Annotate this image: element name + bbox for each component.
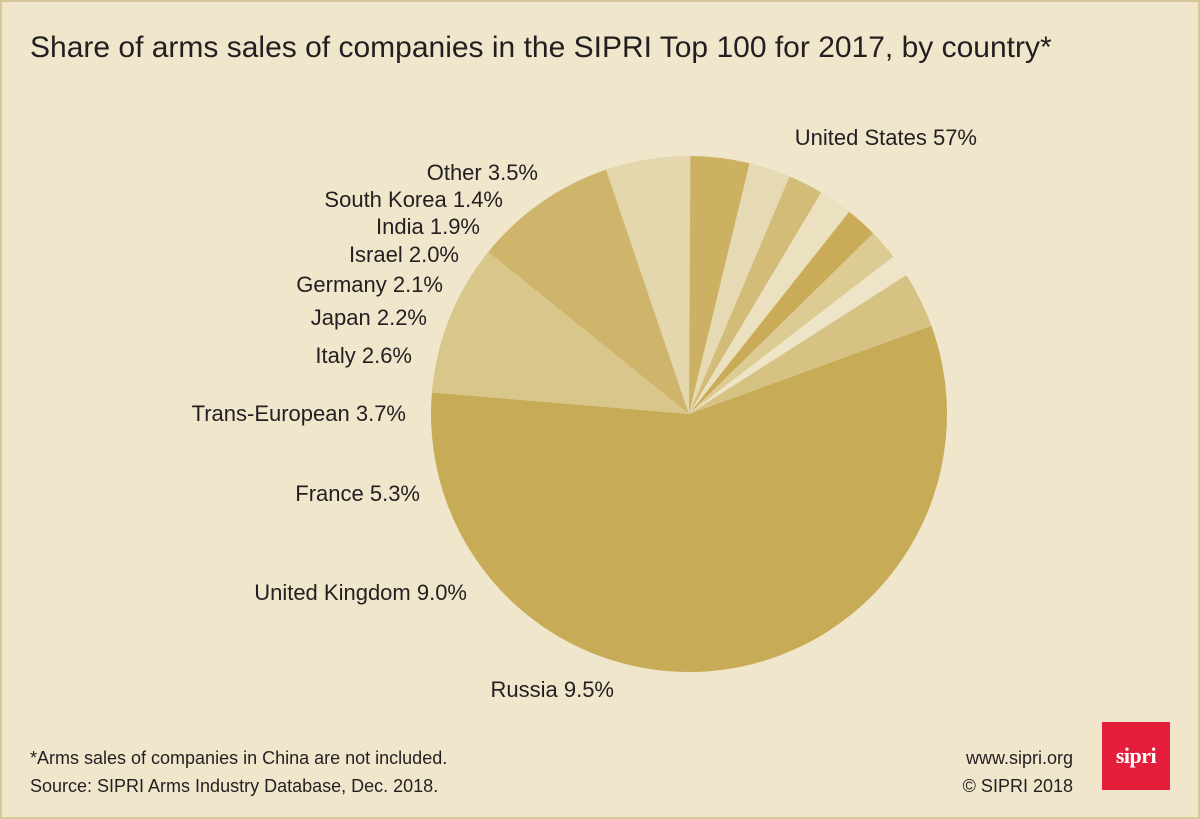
slice-label-united-states: United States 57% xyxy=(795,125,977,150)
pie-slice-united-states xyxy=(430,325,947,672)
pie-slice-italy xyxy=(689,163,790,414)
footnote: *Arms sales of companies in China are no… xyxy=(30,744,447,800)
slice-label-russia: Russia 9.5% xyxy=(490,677,614,702)
slice-label-united-kingdom: United Kingdom 9.0% xyxy=(254,580,467,605)
slice-label-japan: Japan 2.2% xyxy=(311,305,427,330)
credits: www.sipri.org © SIPRI 2018 xyxy=(963,744,1073,800)
pie-slice-israel xyxy=(689,211,874,414)
slice-label-other: Other 3.5% xyxy=(427,160,538,185)
slice-label-india: India 1.9% xyxy=(376,214,480,239)
copyright: © SIPRI 2018 xyxy=(962,776,1073,796)
pie-slice-trans-european xyxy=(689,156,750,414)
chart-title: Share of arms sales of companies in the … xyxy=(30,31,1052,64)
pie-slice-united-kingdom xyxy=(488,169,689,414)
sipri-logo: sipri xyxy=(1102,722,1170,790)
slice-label-south-korea: South Korea 1.4% xyxy=(324,187,503,212)
footnote-source: Source: SIPRI Arms Industry Database, De… xyxy=(30,776,439,796)
slice-label-trans-european: Trans-European 3.7% xyxy=(192,401,406,426)
slice-label-italy: Italy 2.6% xyxy=(315,343,412,368)
pie-slice-france xyxy=(606,155,691,414)
website-link[interactable]: www.sipri.org xyxy=(965,748,1073,768)
pie-slice-russia xyxy=(431,251,689,414)
pie-slice-india xyxy=(689,233,894,414)
pie-slice-other xyxy=(689,275,932,414)
slice-label-germany: Germany 2.1% xyxy=(296,272,443,297)
pie-slice-south-korea xyxy=(689,256,907,414)
pie-slice-japan xyxy=(689,176,822,414)
slice-label-france: France 5.3% xyxy=(295,481,420,506)
footnote-note: *Arms sales of companies in China are no… xyxy=(30,748,448,768)
pie-slice-germany xyxy=(689,192,850,414)
sipri-logo-text: sipri xyxy=(1115,743,1157,768)
slice-label-israel: Israel 2.0% xyxy=(349,242,459,267)
